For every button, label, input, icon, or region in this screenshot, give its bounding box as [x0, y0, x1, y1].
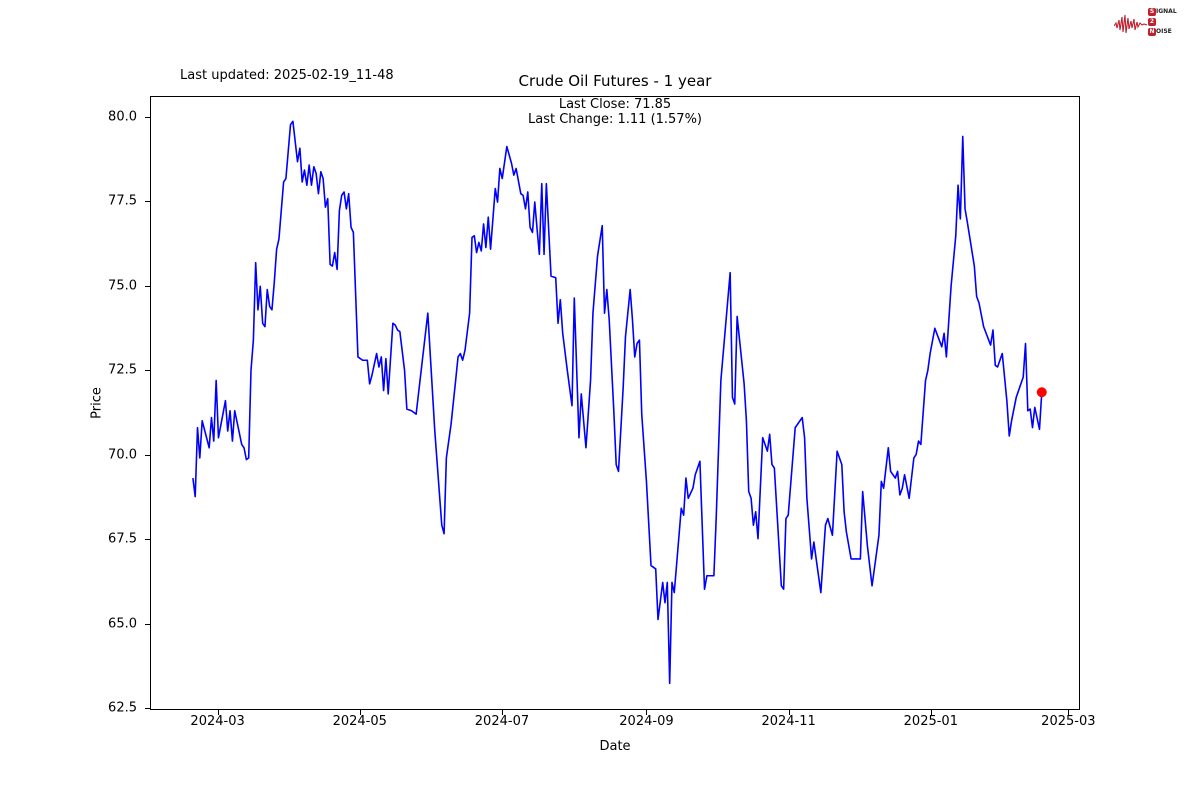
y-tick-label-77.5: 77.5	[108, 193, 137, 209]
y-tick-label-70.0: 70.0	[108, 447, 137, 463]
x-tick-mark	[501, 710, 503, 715]
plot-area	[150, 96, 1080, 710]
x-tick-mark	[217, 710, 219, 715]
y-tick-label-75.0: 75.0	[108, 278, 137, 294]
x-tick-mark	[788, 710, 790, 715]
x-tick-label-2024-05: 2024-05	[332, 714, 387, 729]
last-updated-text: Last updated: 2025-02-19_11-48	[180, 68, 394, 83]
logo-line-signal: S IGNAL	[1148, 7, 1177, 17]
y-tick-mark	[145, 539, 150, 541]
y-tick-mark	[145, 370, 150, 372]
x-tick-mark	[1068, 710, 1070, 715]
logo-text-ignal: IGNAL	[1156, 8, 1177, 15]
price-line	[192, 120, 1043, 685]
x-tick-label-2024-09: 2024-09	[619, 714, 674, 729]
y-tick-label-80.0: 80.0	[108, 109, 137, 125]
annotation-last-change: Last Change: 1.11 (1.57%)	[527, 112, 703, 127]
waveform-icon	[1114, 14, 1147, 34]
x-tick-label-2024-03: 2024-03	[190, 714, 245, 729]
x-tick-label-2025-03: 2025-03	[1041, 714, 1096, 729]
x-tick-label-2024-11: 2024-11	[761, 714, 816, 729]
logo-badge-s: S	[1148, 8, 1156, 16]
x-tick-mark	[646, 710, 648, 715]
y-tick-mark	[145, 707, 150, 709]
y-tick-mark	[145, 623, 150, 625]
chart-title: Crude Oil Futures - 1 year	[518, 72, 712, 90]
logo-line-noise: N OISE	[1148, 27, 1177, 37]
y-tick-mark	[145, 117, 150, 118]
x-tick-mark	[359, 710, 361, 715]
y-axis-label: Price	[89, 387, 105, 419]
y-tick-mark	[145, 454, 150, 456]
x-tick-label-2025-01: 2025-01	[903, 714, 958, 729]
logo-badge-2: 2	[1148, 18, 1156, 26]
annotation-last-close: Last Close: 71.85	[558, 97, 672, 112]
y-tick-label-67.5: 67.5	[108, 531, 137, 547]
logo-text-oise: OISE	[1156, 28, 1172, 35]
last-close-marker	[1036, 387, 1047, 398]
y-tick-label-72.5: 72.5	[108, 362, 137, 378]
y-tick-label-65.0: 65.0	[108, 616, 137, 632]
y-tick-mark	[145, 285, 150, 287]
x-tick-label-2024-07: 2024-07	[474, 714, 530, 729]
logo-badge-n: N	[1148, 28, 1156, 36]
x-tick-mark	[930, 710, 932, 715]
price-line-chart	[192, 120, 1047, 685]
logo-line-2: 2	[1148, 17, 1177, 27]
signal2noise-logo: S IGNAL 2 N OISE	[1114, 5, 1186, 41]
x-axis-label: Date	[599, 739, 631, 754]
y-tick-label-62.5: 62.5	[108, 700, 137, 716]
y-tick-mark	[145, 201, 150, 203]
